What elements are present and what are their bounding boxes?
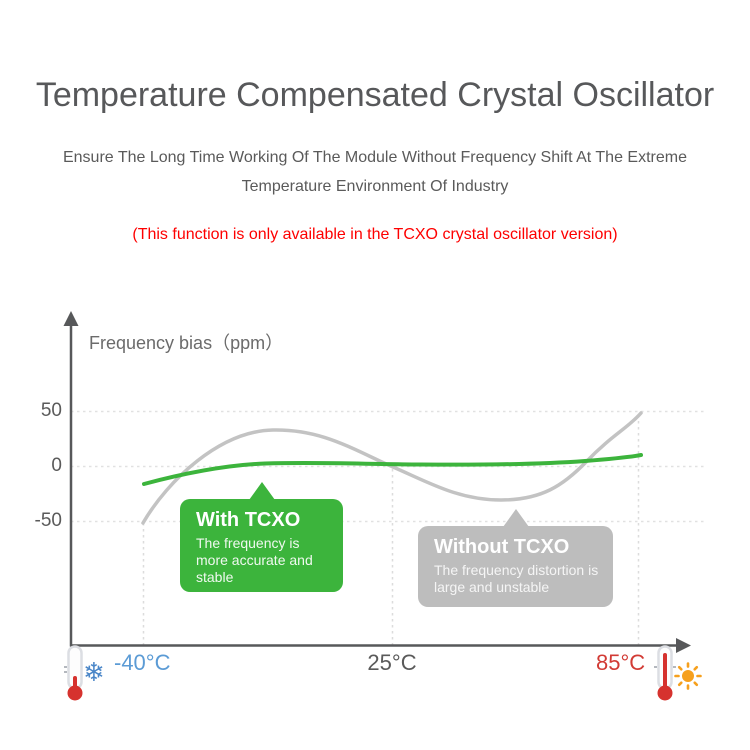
snowflake-icon: ❄ xyxy=(83,657,105,687)
x-axis-arrow-icon xyxy=(676,638,691,653)
with-tcxo-curve xyxy=(142,453,643,486)
thermometer-hot-icon xyxy=(654,645,676,701)
tcxo-version-notice: (This function is only available in the … xyxy=(132,226,618,243)
y-axis-title: Frequency bias（ppm） xyxy=(89,333,284,353)
vertical-guides xyxy=(142,415,640,645)
axes xyxy=(69,322,679,647)
without-tcxo-callout: Without TCXO The frequency distortion is… xyxy=(418,509,613,607)
with-tcxo-callout-title: With TCXO xyxy=(196,509,301,531)
x-tick-minus-40c: -40°C xyxy=(114,650,171,675)
y-tick-50: 50 xyxy=(40,400,62,421)
subtitle-line-2: Temperature Environment Of Industry xyxy=(241,178,509,195)
x-tick-85c: 85°C xyxy=(596,650,646,675)
with-tcxo-callout: With TCXO The frequency is more accurate… xyxy=(180,482,343,592)
without-tcxo-callout-body: The frequency distortion is large and un… xyxy=(434,562,599,595)
subtitle-line-1: Ensure The Long Time Working Of The Modu… xyxy=(62,149,687,166)
horizontal-gridlines xyxy=(71,410,706,523)
callout-pointer-up-icon xyxy=(502,509,529,527)
callout-pointer-up-icon xyxy=(248,482,275,500)
y-tick-minus-50: -50 xyxy=(34,510,62,531)
without-tcxo-callout-title: Without TCXO xyxy=(434,536,570,558)
x-tick-25c: 25°C xyxy=(367,650,417,675)
y-axis-arrow-icon xyxy=(63,311,79,326)
sun-icon xyxy=(674,662,702,690)
y-tick-0: 0 xyxy=(51,455,62,476)
with-tcxo-callout-body: The frequency is more accurate and stabl… xyxy=(196,535,313,585)
thermometer-cold-icon xyxy=(64,645,83,701)
page-title: Temperature Compensated Crystal Oscillat… xyxy=(35,76,715,114)
